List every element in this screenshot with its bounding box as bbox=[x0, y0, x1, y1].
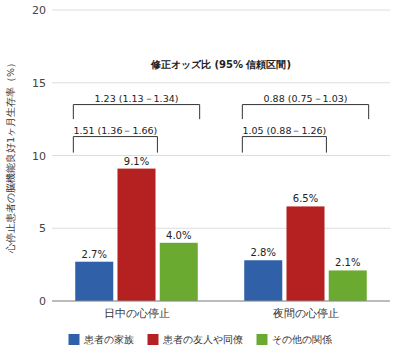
bar bbox=[117, 169, 155, 301]
legend-swatch bbox=[69, 334, 80, 345]
y-tick-label: 0 bbox=[39, 295, 46, 308]
data-label: 2.7% bbox=[82, 249, 107, 260]
legend-label: 患者の家族 bbox=[83, 334, 134, 345]
x-axis-line bbox=[52, 301, 390, 302]
y-tick-label: 5 bbox=[39, 222, 46, 235]
bar bbox=[329, 270, 367, 301]
bracket bbox=[73, 105, 199, 120]
legend-label: 患者の友人や同僚 bbox=[162, 334, 243, 345]
data-label: 2.8% bbox=[251, 247, 276, 258]
y-tick-label: 15 bbox=[32, 77, 46, 90]
grid-line bbox=[52, 228, 390, 229]
chart: 0 5 10 15 20 心停止患者の脳機能良好1ヶ月生存率（%） 2.7% 2.8% 9.1%… bbox=[0, 0, 400, 359]
bracket bbox=[242, 105, 368, 120]
annotation: 1.05 (0.88－1.26) bbox=[242, 125, 326, 136]
y-axis-label: 心停止患者の脳機能良好1ヶ月生存率（%） bbox=[5, 58, 16, 254]
legend-swatch bbox=[148, 334, 159, 345]
grid-line bbox=[52, 82, 390, 83]
grid-line bbox=[52, 155, 390, 156]
data-label: 4.0% bbox=[166, 230, 191, 241]
x-tick-label: 日中の心停止 bbox=[104, 307, 170, 320]
bars bbox=[75, 169, 367, 301]
data-label: 9.1% bbox=[124, 156, 149, 167]
legend-swatch bbox=[257, 334, 268, 345]
legend-label: その他の関係 bbox=[272, 334, 332, 345]
y-tick-label: 10 bbox=[32, 150, 46, 163]
bar bbox=[244, 260, 282, 301]
annotation-title: 修正オッズ比 (95% 信頼区間) bbox=[150, 59, 291, 70]
data-label: 6.5% bbox=[293, 193, 318, 204]
annotation: 1.23 (1.13－1.34) bbox=[95, 93, 179, 104]
data-label: 2.1% bbox=[335, 257, 360, 268]
annotation: 1.51 (1.36－1.66) bbox=[73, 125, 157, 136]
legend: 患者の家族 患者の友人や同僚 その他の関係 bbox=[69, 334, 332, 345]
bar bbox=[75, 262, 113, 301]
bracket bbox=[242, 137, 326, 153]
y-tick-label: 20 bbox=[32, 4, 46, 17]
x-tick-label: 夜間の心停止 bbox=[273, 307, 339, 320]
grid-line bbox=[52, 10, 390, 11]
bar bbox=[286, 206, 324, 301]
grid-line bbox=[52, 301, 390, 302]
bar bbox=[160, 243, 198, 301]
annotation: 0.88 (0.75－1.03) bbox=[264, 93, 348, 104]
bracket bbox=[73, 137, 157, 153]
